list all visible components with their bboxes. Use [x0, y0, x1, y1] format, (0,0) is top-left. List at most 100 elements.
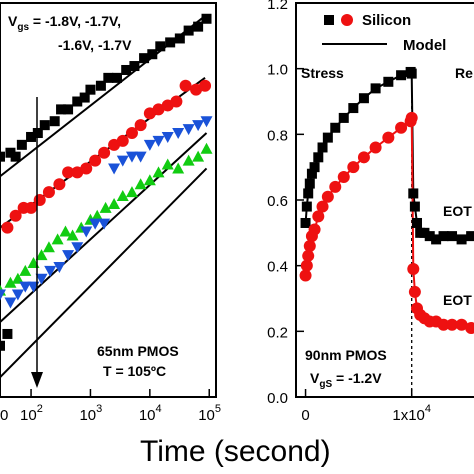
- data-point-right-0: [304, 178, 315, 189]
- data-point-left-0: [103, 72, 114, 83]
- data-point-left-2: [161, 131, 174, 143]
- data-point-left-0: [32, 128, 43, 139]
- data-point-left-1: [25, 201, 38, 214]
- y-tick-label: 1.2: [267, 0, 288, 13]
- data-point-right-1: [357, 151, 370, 164]
- data-point-right-0: [309, 162, 320, 173]
- data-point-left-2: [108, 163, 121, 175]
- data-point-right-0: [431, 234, 442, 245]
- x-axis-title: Time (second): [140, 435, 331, 468]
- data-point-right-0: [409, 201, 420, 212]
- data-point-right-1: [308, 223, 321, 236]
- data-point-left-3: [19, 264, 32, 276]
- data-point-left-4: [98, 218, 111, 230]
- data-point-right-0: [438, 231, 449, 242]
- y-tick-label: 0.2: [267, 324, 288, 341]
- x-tick-label-partial: 0: [0, 407, 8, 424]
- data-point-right-0: [406, 68, 417, 79]
- data-point-right-1: [299, 269, 312, 282]
- data-point-left-3: [11, 272, 24, 284]
- data-point-left-3: [108, 197, 121, 209]
- data-point-left-3: [35, 249, 48, 261]
- data-point-left-2: [143, 139, 156, 151]
- data-point-right-0: [447, 231, 458, 242]
- y-tick-label: 0.8: [267, 127, 288, 144]
- data-point-left-4: [19, 281, 32, 293]
- recovery-label: Re: [455, 65, 473, 81]
- data-point-right-0: [370, 83, 381, 94]
- data-point-left-4: [89, 218, 102, 230]
- arrow-head: [31, 372, 43, 388]
- data-point-left-3: [161, 158, 174, 170]
- data-point-left-3: [91, 209, 104, 221]
- x-tick-label: 102: [20, 403, 43, 424]
- vgs-annotation-line2: -1.6V, -1.7V: [58, 37, 132, 53]
- data-point-left-1: [170, 95, 183, 108]
- data-point-left-0: [183, 25, 194, 36]
- data-point-right-1: [302, 249, 315, 262]
- data-point-left-1: [62, 166, 75, 179]
- data-point-left-0: [129, 61, 140, 72]
- data-point-right-0: [313, 152, 324, 163]
- data-point-left-1: [42, 186, 55, 199]
- data-point-left-3: [125, 186, 138, 198]
- data-point-right-0: [419, 227, 430, 238]
- data-point-left-3: [134, 178, 147, 190]
- data-point-left-3: [116, 190, 129, 202]
- data-point-left-0: [95, 80, 106, 91]
- data-point-right-0: [408, 188, 419, 199]
- data-point-left-4: [44, 265, 57, 277]
- data-point-right-1: [408, 285, 421, 298]
- data-point-right-1: [312, 210, 325, 223]
- data-point-right-0: [300, 217, 311, 228]
- data-point-right-0: [424, 231, 435, 242]
- data-point-left-0: [201, 13, 212, 24]
- data-point-left-1: [33, 194, 46, 206]
- data-point-right-1: [437, 318, 450, 331]
- data-point-left-1: [125, 127, 138, 140]
- data-point-left-1: [190, 83, 203, 96]
- data-point-left-4: [0, 289, 6, 301]
- data-point-left-2: [192, 120, 205, 132]
- data-point-left-1: [134, 119, 147, 132]
- x-tick-label: 1x104: [392, 403, 431, 424]
- data-point-left-2: [134, 151, 147, 163]
- data-point-left-3: [99, 201, 112, 213]
- temperature-annotation: T = 105ºC: [103, 363, 166, 379]
- eot-label-1: EOT: [443, 203, 472, 219]
- data-point-left-1: [152, 103, 165, 116]
- data-point-left-0: [16, 139, 27, 150]
- vgs-annotation-line1: Vgs = -1.8V, -1.7V,: [8, 13, 121, 33]
- data-point-right-1: [329, 180, 342, 193]
- x-tick-label: 105: [198, 403, 221, 424]
- right-panel: 0.0 0.2 0.4 0.6 0.8 1.0 1.2 0 1x104 Silicon Mod…: [267, 0, 474, 424]
- legend-square-marker: [324, 15, 334, 25]
- data-point-left-0: [121, 64, 132, 75]
- data-point-right-0: [348, 103, 359, 114]
- data-point-left-0: [85, 84, 96, 95]
- data-point-left-3: [200, 142, 213, 154]
- data-point-right-1: [405, 111, 418, 124]
- data-point-left-5: [0, 340, 5, 351]
- data-point-left-3: [42, 241, 55, 253]
- data-point-left-2: [200, 116, 213, 128]
- data-point-left-1: [71, 166, 84, 179]
- data-point-left-1: [179, 79, 192, 92]
- data-point-left-0: [10, 151, 21, 162]
- stress-label: Stress: [301, 65, 344, 81]
- data-point-left-3: [143, 174, 156, 186]
- x-tick-label: 103: [79, 403, 102, 424]
- data-point-right-1: [303, 239, 316, 252]
- x-tick-label: 104: [139, 403, 162, 424]
- data-point-left-3: [51, 233, 64, 245]
- data-point-left-3: [172, 162, 185, 174]
- data-point-left-0: [5, 147, 16, 158]
- data-point-right-1: [395, 121, 408, 134]
- data-point-right-1: [300, 259, 313, 272]
- data-point-right-0: [338, 112, 349, 123]
- data-point-right-1: [446, 318, 459, 331]
- data-point-right-0: [330, 122, 341, 133]
- data-point-left-1: [53, 178, 66, 191]
- y-tick-label: 0.0: [267, 390, 288, 407]
- data-point-right-0: [303, 188, 314, 199]
